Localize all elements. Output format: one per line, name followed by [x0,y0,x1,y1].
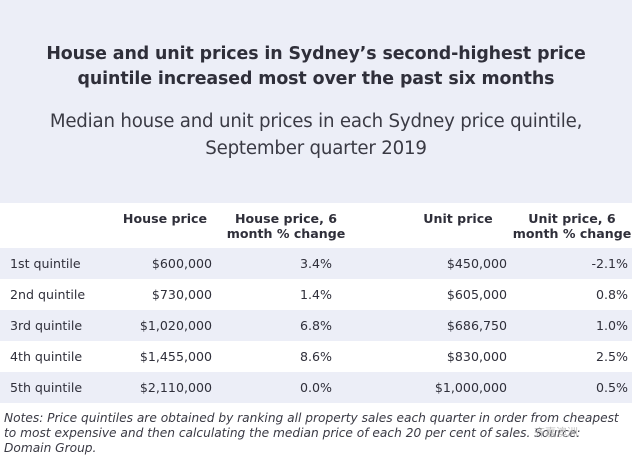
header-house-change-line1: House price, 6 [234,211,338,226]
house-price-cell: $600,000 [151,256,212,271]
unit-change-cell: 1.0% [596,318,628,333]
quintile-cell: 1st quintile [10,256,81,271]
house-change-cell: 3.4% [300,256,332,271]
house-change-cell: 8.6% [300,349,332,364]
price-table: House price House price, 6 month % chang… [0,203,632,403]
house-price-cell: $1,020,000 [139,318,212,333]
table-notes: Notes: Price quintiles are obtained by r… [4,411,619,455]
header-house-change: House price, 6 month % change [222,211,350,241]
quintile-cell: 5th quintile [10,380,83,395]
house-change-cell: 1.4% [300,287,332,302]
table-row: 5th quintile $2,110,000 0.0% $1,000,000 … [0,372,632,403]
watermark: 齐嘉澳洲 [534,426,578,439]
house-price-cell: $2,110,000 [139,380,212,395]
page-subtitle: Median house and unit prices in each Syd… [49,111,583,159]
unit-price-cell: $605,000 [446,287,507,302]
table-row: 2nd quintile $730,000 1.4% $605,000 0.8% [0,279,632,310]
house-change-cell: 6.8% [300,318,332,333]
unit-change-cell: 0.8% [596,287,628,302]
house-change-cell: 0.0% [300,380,332,395]
header-unit-change: Unit price, 6 month % change [512,211,632,241]
header-house-price-label: House price [122,211,208,226]
chart-header: House and unit prices in Sydney’s second… [0,0,632,203]
header-unit-change-line1: Unit price, 6 [528,211,616,226]
quintile-cell: 4th quintile [10,349,83,364]
unit-change-cell: 2.5% [596,349,628,364]
header-unit-price-label: Unit price [423,211,493,226]
unit-change-cell: 0.5% [596,380,628,395]
unit-price-cell: $686,750 [446,318,507,333]
page-title: House and unit prices in Sydney’s second… [46,44,586,89]
table-row: 3rd quintile $1,020,000 6.8% $686,750 1.… [0,310,632,341]
header-house-price: House price [117,211,213,226]
quintile-cell: 3rd quintile [10,318,83,333]
unit-price-cell: $1,000,000 [434,380,507,395]
table-header-row: House price House price, 6 month % chang… [0,203,632,248]
unit-price-cell: $830,000 [446,349,507,364]
unit-change-cell: -2.1% [591,256,628,271]
house-price-cell: $1,455,000 [139,349,212,364]
header-unit-price: Unit price [410,211,506,226]
table-row: 4th quintile $1,455,000 8.6% $830,000 2.… [0,341,632,372]
header-unit-change-line2: month % change [512,226,632,241]
house-price-cell: $730,000 [151,287,212,302]
header-house-change-line2: month % change [226,226,346,241]
table-row: 1st quintile $600,000 3.4% $450,000 -2.1… [0,248,632,279]
quintile-cell: 2nd quintile [10,287,86,302]
unit-price-cell: $450,000 [446,256,507,271]
